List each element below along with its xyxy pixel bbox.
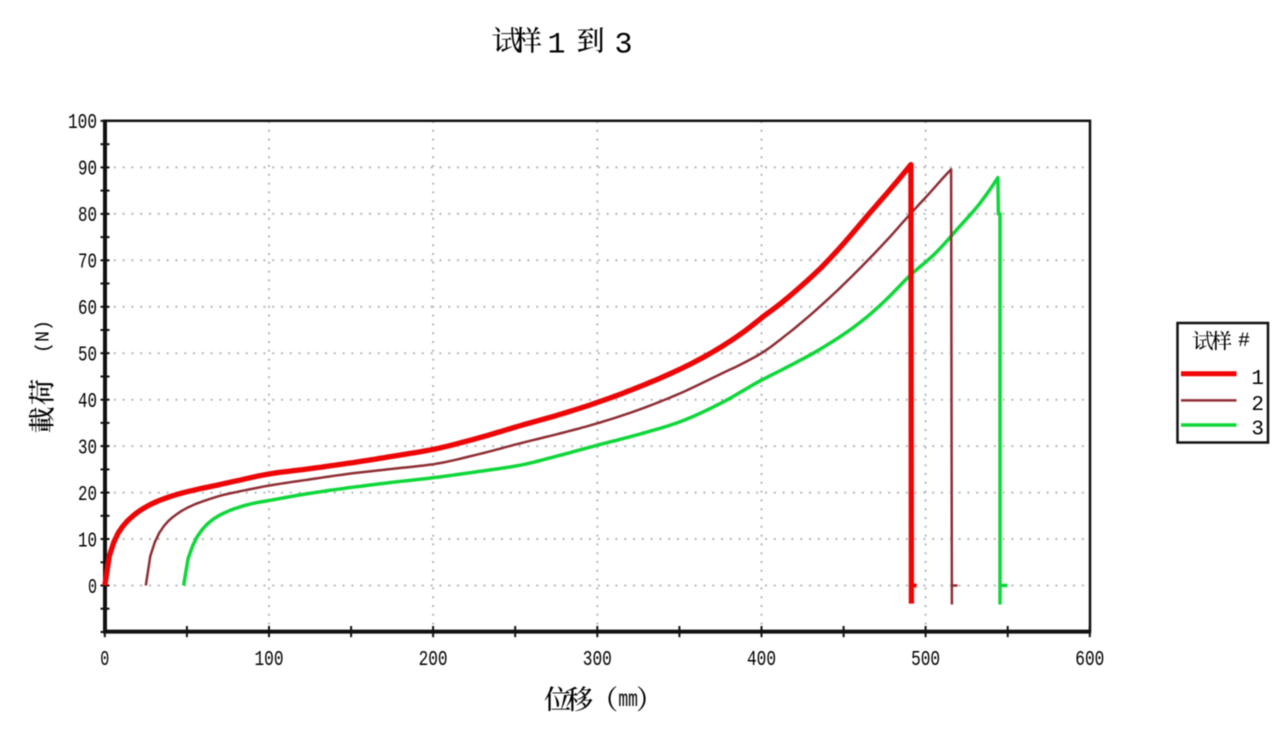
svg-text:200: 200: [419, 649, 448, 672]
svg-text:100: 100: [255, 649, 284, 672]
svg-text:1: 1: [547, 29, 565, 63]
svg-text:2: 2: [1251, 394, 1264, 417]
svg-text:0: 0: [100, 649, 109, 672]
svg-text:600: 600: [1075, 649, 1104, 672]
svg-text:60: 60: [78, 298, 97, 321]
svg-text:70: 70: [78, 252, 97, 275]
svg-text:#: #: [1238, 330, 1250, 353]
svg-text:400: 400: [747, 649, 776, 672]
svg-text:mm: mm: [618, 687, 638, 713]
svg-text:80: 80: [78, 205, 97, 228]
svg-text:20: 20: [78, 484, 97, 507]
svg-text:40: 40: [78, 391, 97, 414]
svg-text:3: 3: [614, 29, 632, 63]
svg-text:10: 10: [78, 530, 97, 553]
svg-text:3: 3: [1251, 418, 1264, 441]
svg-text:(N): (N): [33, 320, 55, 353]
svg-text:50: 50: [78, 345, 97, 368]
svg-text:300: 300: [583, 649, 612, 672]
svg-text:500: 500: [911, 649, 940, 672]
svg-text:100: 100: [68, 112, 97, 135]
svg-text:1: 1: [1251, 368, 1264, 391]
svg-text:0: 0: [88, 577, 97, 600]
svg-text:90: 90: [78, 159, 97, 182]
svg-text:30: 30: [78, 437, 97, 460]
